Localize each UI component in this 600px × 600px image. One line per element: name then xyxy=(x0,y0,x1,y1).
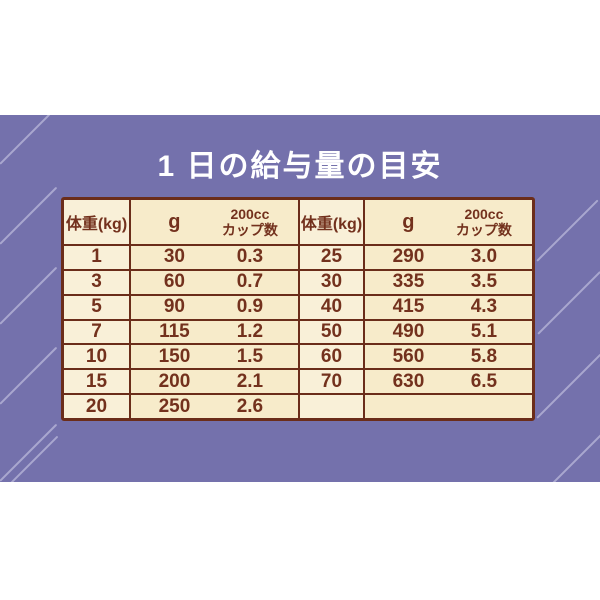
header-cup-right-line2: カップ数 xyxy=(455,222,512,238)
data-cell: 250 2.6 xyxy=(129,393,298,418)
header-weight-right: 体重(kg) xyxy=(298,200,363,244)
cups-value: 4.3 xyxy=(470,296,498,318)
data-cell: 630 6.5 xyxy=(363,368,532,394)
cups-value: 1.5 xyxy=(236,345,264,367)
diagonal-stripe xyxy=(0,266,58,325)
diagonal-stripe xyxy=(536,199,599,262)
weight-cell: 50 xyxy=(298,318,363,344)
header-data-left: g 200cc カップ数 xyxy=(129,200,298,244)
header-grams-right: g xyxy=(402,210,415,233)
grams-value: 30 xyxy=(163,246,185,268)
header-cup-right: 200cc カップ数 xyxy=(452,206,532,238)
weight-cell: 10 xyxy=(64,343,129,369)
weight-cell: 15 xyxy=(64,368,129,394)
daily-feeding-table: 体重(kg) g 200cc カップ数 体重(kg) g 200cc カップ数 … xyxy=(61,197,535,421)
weight-cell: 60 xyxy=(298,343,363,369)
data-cell: 150 1.5 xyxy=(129,343,298,369)
diagonal-stripe xyxy=(536,353,600,419)
weight-cell: 20 xyxy=(64,393,129,418)
weight-cell: 3 xyxy=(64,268,129,294)
cups-value: 0.9 xyxy=(236,296,264,318)
data-cell: 335 3.5 xyxy=(363,268,532,294)
cups-value: 2.1 xyxy=(236,370,264,392)
diagonal-stripe xyxy=(0,186,58,245)
grams-value: 415 xyxy=(392,296,425,318)
grams-value: 200 xyxy=(158,370,191,392)
grams-value: 490 xyxy=(392,320,425,342)
cups-value: 5.1 xyxy=(470,320,498,342)
grams-value: 630 xyxy=(392,370,425,392)
header-cup-left-line2: カップ数 xyxy=(221,222,278,238)
weight-cell: 40 xyxy=(298,293,363,319)
diagonal-stripe xyxy=(537,271,600,335)
grams-value: 90 xyxy=(163,296,185,318)
data-cell: 30 0.3 xyxy=(129,244,298,269)
data-cell: 560 5.8 xyxy=(363,343,532,369)
weight-cell: 7 xyxy=(64,318,129,344)
header-grams-left: g xyxy=(168,210,181,233)
grams-value: 290 xyxy=(392,246,425,268)
weight-cell xyxy=(298,393,363,418)
weight-cell: 5 xyxy=(64,293,129,319)
grams-value: 150 xyxy=(158,345,191,367)
cups-value: 3.5 xyxy=(470,271,498,293)
cups-value: 6.5 xyxy=(470,370,498,392)
diagonal-stripe xyxy=(10,435,59,482)
data-cell: 290 3.0 xyxy=(363,244,532,269)
cups-value: 5.8 xyxy=(470,345,498,367)
data-cell: 60 0.7 xyxy=(129,268,298,294)
data-cell: 90 0.9 xyxy=(129,293,298,319)
header-cup-left-line1: 200cc xyxy=(230,206,270,222)
diagonal-stripe xyxy=(552,434,600,482)
data-cell: 490 5.1 xyxy=(363,318,532,344)
data-cell: 415 4.3 xyxy=(363,293,532,319)
diagonal-stripe xyxy=(0,346,58,405)
grams-value: 115 xyxy=(159,320,190,342)
cups-value: 3.0 xyxy=(470,246,498,268)
data-cell: 115 1.2 xyxy=(129,318,298,344)
cups-value: 0.3 xyxy=(236,246,264,268)
data-cell: 200 2.1 xyxy=(129,368,298,394)
weight-cell: 1 xyxy=(64,244,129,269)
header-weight-left: 体重(kg) xyxy=(64,200,129,244)
page-title: 1 日の給与量の目安 xyxy=(157,150,443,183)
grams-value: 560 xyxy=(392,345,425,367)
grams-value: 250 xyxy=(158,395,191,417)
header-cup-right-line1: 200cc xyxy=(464,206,504,222)
weight-cell: 25 xyxy=(298,244,363,269)
grams-value: 60 xyxy=(163,271,185,293)
header-cup-left: 200cc カップ数 xyxy=(218,206,298,238)
cups-value: 0.7 xyxy=(236,271,264,293)
cups-value: 1.2 xyxy=(236,320,264,342)
diagonal-stripe xyxy=(0,423,58,482)
weight-cell: 30 xyxy=(298,268,363,294)
header-data-right: g 200cc カップ数 xyxy=(363,200,532,244)
grams-value: 335 xyxy=(392,271,425,293)
cups-value: 2.6 xyxy=(236,395,264,417)
weight-cell: 70 xyxy=(298,368,363,394)
data-cell xyxy=(363,393,532,418)
